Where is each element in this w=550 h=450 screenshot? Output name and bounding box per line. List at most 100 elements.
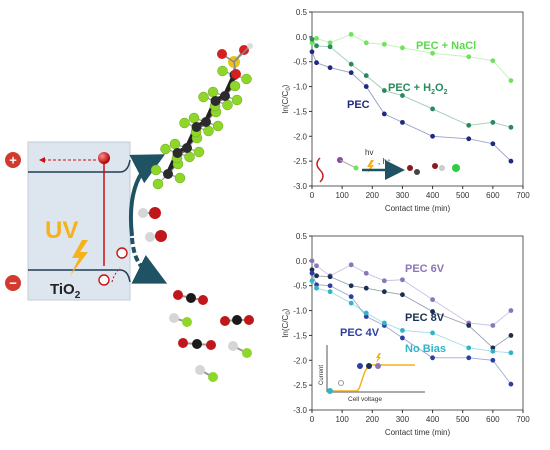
top-data-point [508,124,514,130]
bottom-ytick-label: -2.0 [293,356,307,365]
bottom-data-point [430,309,435,314]
bottom-data-point [490,323,496,328]
bottom-data-point [348,300,354,306]
top-data-point [314,60,319,66]
bottom-xtick-label: 300 [396,415,410,424]
bottom-data-point [348,262,354,268]
top-xtick-label: 300 [396,191,410,200]
bottom-xtick-label: 600 [486,415,500,424]
bottom-ytick-label: 0.5 [296,232,308,241]
bottom-data-point [508,333,514,338]
top-ytick-label: 0.5 [296,8,308,17]
top-data-point [381,41,387,47]
bottom-xtick-label: 500 [456,415,470,424]
svg-text:+: + [9,153,17,168]
top-data-point [309,36,315,42]
bottom-data-point [466,355,472,361]
top-ytick-label: -2.5 [293,157,307,166]
bottom-data-point [309,270,315,276]
top-plot-frame [311,11,524,187]
legend-pec-4v: PEC 4V [340,327,380,339]
top-data-point [309,40,315,46]
plus-terminal-icon: + [5,152,21,168]
top-data-point [466,54,472,60]
bottom-data-point [309,278,315,284]
top-data-point [381,88,387,93]
bottom-data-point [508,350,514,356]
top-ytick-label: -3.0 [293,182,307,191]
curved-arrow-down [130,237,168,284]
top-data-point [466,122,472,128]
top-data-point [309,49,315,55]
bottom-ylabel: ln(C/C0) [281,308,292,337]
inset-xlabel: Cell voltage [348,396,382,403]
reaction-inset: hv , h⁺ [316,148,460,183]
bottom-data-point [363,285,369,291]
top-data-point [381,111,387,117]
bottom-xtick-label: 700 [516,415,530,424]
legend-no-bias: No Bias [405,343,446,355]
top-data-point [430,106,435,112]
bottom-xtick-label: 400 [426,415,440,424]
bottom-data-point [508,381,514,387]
bottom-data-point [490,345,496,351]
minus-terminal-icon: − [5,275,21,291]
top-data-point [490,58,496,64]
bottom-data-point [314,273,319,279]
inset-hplus: , h⁺ [378,157,391,166]
top-data-point [508,158,514,164]
bottom-ytick-label: -1.5 [293,331,307,340]
bottom-data-point [314,263,319,269]
top-data-point [430,133,435,139]
bottom-ytick-label: -2.5 [293,381,307,390]
bottom-data-point [327,289,333,295]
top-data-point [400,45,405,51]
bottom-data-point [400,292,405,298]
bottom-data-point [381,278,387,284]
hole-circle-1 [98,274,110,286]
bottom-data-point [327,283,333,289]
bottom-data-point [490,357,496,363]
top-xtick-label: 100 [335,191,349,200]
electrode-label: TiO2 [50,281,81,301]
bottom-ytick-label: -0.5 [293,282,307,291]
top-data-point [400,119,405,125]
fragment-molecules [138,207,254,382]
bottom-ytick-label: 0.0 [296,257,308,266]
curved-arrow-up [128,154,166,237]
band-diagram [27,141,131,301]
bottom-data-point [363,310,369,316]
legend-pec: PEC [347,99,370,111]
top-data-point [490,119,496,125]
legend-pec-nacl: PEC + NaCl [416,40,476,52]
bottom-plot-frame [311,235,524,411]
iv-lightning-icon [376,353,381,363]
bottom-data-point [430,355,435,361]
legend-pec-h2o2: PEC + H2O2 [388,82,448,96]
top-xlabel: Contact time (min) [385,204,451,213]
bottom-data-point [348,283,354,289]
bottom-data-point [381,320,387,326]
top-xtick-label: 0 [310,191,315,200]
top-data-point [466,136,472,142]
top-ytick-label: -1.0 [293,83,307,92]
bottom-data-point [466,323,472,328]
top-data-point [363,73,369,79]
top-ytick-label: -0.5 [293,58,307,67]
bottom-data-point [309,267,315,273]
legend-pec-6v: PEC 6V [405,263,445,275]
top-data-point [314,43,319,49]
bottom-data-point [490,348,496,354]
top-data-point [430,50,435,56]
top-xtick-label: 400 [426,191,440,200]
bottom-ytick-label: -1.0 [293,307,307,316]
top-data-point [327,65,333,71]
bottom-data-point [309,258,315,264]
top-xtick-label: 600 [486,191,500,200]
bottom-data-point [348,294,354,300]
top-data-point [314,35,319,41]
